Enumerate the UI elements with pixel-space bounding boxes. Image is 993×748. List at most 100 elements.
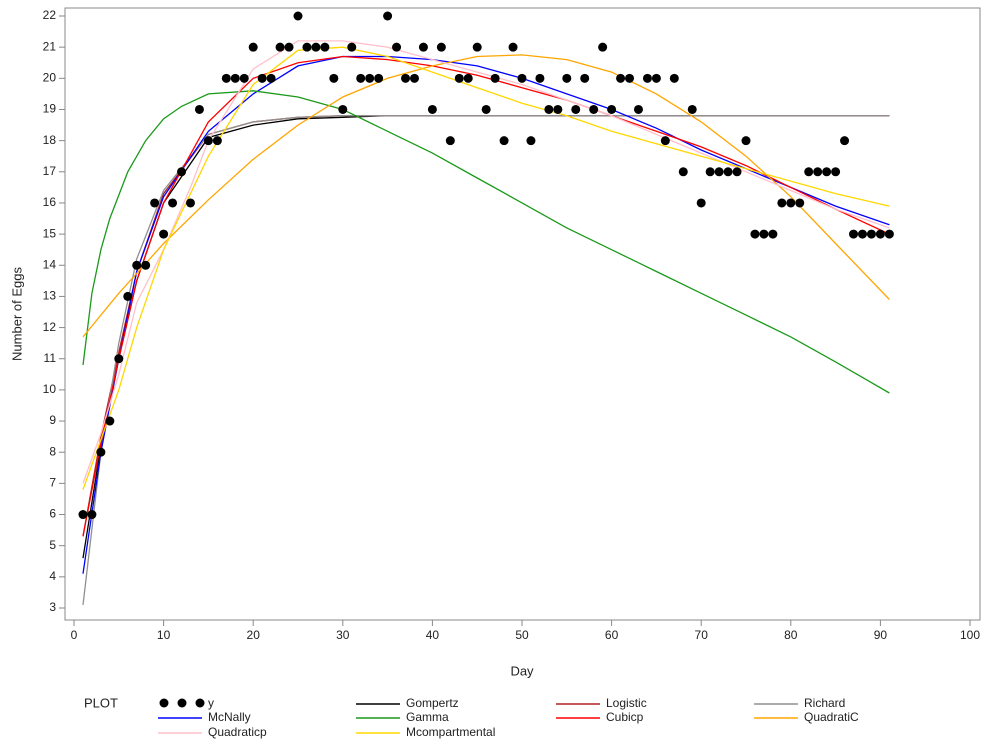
data-point (141, 260, 151, 270)
data-point (822, 167, 832, 177)
data-point (427, 104, 437, 114)
y-tick-label: 22 (43, 8, 57, 22)
data-point (436, 42, 446, 52)
y-tick-label: 5 (49, 538, 56, 552)
data-point (840, 136, 850, 146)
data-point (239, 73, 249, 83)
y-tick-label: 18 (43, 133, 57, 147)
data-point (212, 136, 222, 146)
data-point (490, 73, 500, 83)
legend-label: Gompertz (406, 696, 459, 710)
data-point (857, 229, 867, 239)
data-point (392, 42, 402, 52)
data-point (732, 167, 742, 177)
data-point (463, 73, 473, 83)
y-tick-label: 9 (49, 413, 56, 427)
plot-frame (64, 7, 981, 621)
data-point (338, 104, 348, 114)
data-point (696, 198, 706, 208)
legend-label: McNally (208, 710, 251, 724)
data-point (705, 167, 715, 177)
data-point (374, 73, 384, 83)
data-point (418, 42, 428, 52)
data-point (150, 198, 160, 208)
data-point (526, 136, 536, 146)
data-point (884, 229, 894, 239)
data-point (185, 198, 195, 208)
data-point (795, 198, 805, 208)
data-point (454, 73, 464, 83)
data-point (230, 73, 240, 83)
data-point (275, 42, 285, 52)
data-point (651, 73, 661, 83)
y-tick-label: 21 (43, 39, 57, 53)
legend-label: Logistic (606, 696, 647, 710)
curve (82, 115, 890, 605)
x-tick-label: 60 (605, 628, 619, 642)
data-point (589, 104, 599, 114)
data-point (553, 104, 563, 114)
data-point (329, 73, 339, 83)
data-point (132, 260, 142, 270)
data-point (356, 73, 366, 83)
data-point (347, 42, 357, 52)
data-point (87, 510, 97, 520)
data-point (284, 42, 294, 52)
y-tick-label: 17 (43, 164, 57, 178)
data-point (517, 73, 527, 83)
data-point (96, 447, 106, 457)
data-point (177, 167, 187, 177)
curve (82, 55, 890, 537)
y-tick-label: 10 (43, 382, 57, 396)
y-tick-label: 19 (43, 102, 57, 116)
data-point (633, 104, 643, 114)
data-point (114, 354, 124, 364)
data-point (508, 42, 518, 52)
data-point (311, 42, 321, 52)
data-point (741, 136, 751, 146)
data-point (302, 42, 312, 52)
x-tick-label: 90 (874, 628, 888, 642)
legend-label: Gamma (406, 710, 449, 724)
data-point (257, 73, 267, 83)
x-tick-label: 50 (515, 628, 529, 642)
y-tick-label: 20 (43, 70, 57, 84)
data-point (472, 42, 482, 52)
y-tick-label: 16 (43, 195, 57, 209)
data-point (786, 198, 796, 208)
legend-label: Mcompartmental (406, 725, 495, 739)
legend-label: y (208, 696, 214, 710)
data-point (687, 104, 697, 114)
curve (82, 54, 890, 338)
x-tick-label: 40 (426, 628, 440, 642)
y-tick-label: 12 (43, 320, 57, 334)
y-tick-label: 3 (49, 600, 56, 614)
data-point (759, 229, 769, 239)
data-point (365, 73, 375, 83)
curve (82, 46, 890, 490)
data-point (616, 73, 626, 83)
legend-title: PLOT (84, 695, 118, 710)
y-tick-label: 6 (49, 507, 56, 521)
data-point (777, 198, 787, 208)
legend-label: Cubicp (606, 710, 644, 724)
data-point (401, 73, 411, 83)
data-point (535, 73, 545, 83)
legend-marker (195, 698, 205, 708)
x-tick-label: 70 (695, 628, 709, 642)
data-point (409, 73, 419, 83)
data-point (849, 229, 859, 239)
data-point (562, 73, 572, 83)
curve (82, 115, 890, 559)
data-point (159, 229, 169, 239)
data-point (544, 104, 554, 114)
legend-label: Richard (804, 696, 845, 710)
data-point (293, 11, 303, 21)
curve (82, 55, 890, 574)
data-point (168, 198, 178, 208)
y-tick-label: 14 (43, 257, 57, 271)
y-tick-label: 11 (44, 351, 57, 365)
x-tick-label: 10 (157, 628, 171, 642)
data-point (499, 136, 509, 146)
